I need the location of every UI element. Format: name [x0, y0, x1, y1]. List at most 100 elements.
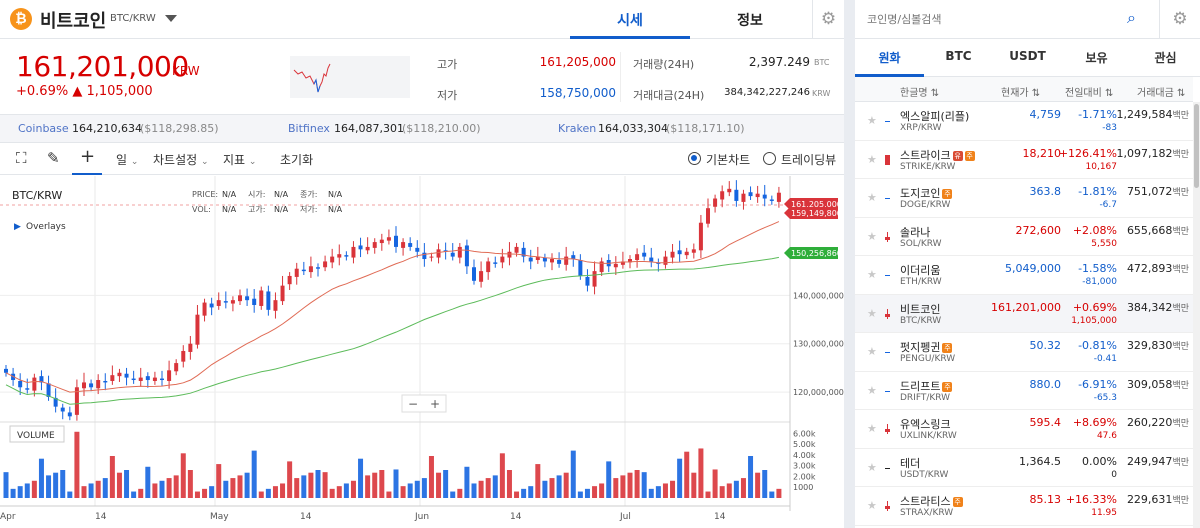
candle-body	[96, 380, 101, 389]
zoom-in-button[interactable]: +	[430, 397, 440, 411]
tab-holdings[interactable]: 보유	[1085, 51, 1108, 65]
market-column-headers: 한글명 ⇅ 현재가 ⇅ 전일대비 ⇅ 거래대금 ⇅	[855, 77, 1193, 102]
coin-search-input[interactable]	[855, 0, 1155, 38]
mini-candle-icon	[885, 386, 891, 396]
chart-settings-label: 차트설정	[153, 153, 198, 167]
market-row[interactable]: ★ 스트라티스 주 STRAX/KRW 85.13 +16.33% 11.95 2…	[855, 487, 1193, 526]
candle-body	[486, 261, 491, 273]
favorite-star-icon[interactable]: ★	[867, 114, 877, 127]
volume-tick-label: 1000	[793, 483, 813, 492]
favorite-star-icon[interactable]: ★	[867, 345, 877, 358]
tradingview-radio[interactable]	[763, 152, 776, 165]
price-chart[interactable]: 140,000,000 130,000,000 120,000,000 6.00k 5.…	[0, 176, 844, 528]
volume-bar	[10, 488, 16, 498]
market-row[interactable]: ★ 이더리움 ETH/KRW 5,049,000 -1.58% -81,000 …	[855, 256, 1193, 295]
fullscreen-icon[interactable]: ⛶	[16, 149, 27, 167]
overlays-toggle-icon[interactable]: ▶	[14, 222, 21, 232]
overlays-label[interactable]: Overlays	[26, 222, 66, 232]
zoom-out-button[interactable]: −	[408, 397, 418, 411]
market-row[interactable]: ★ 솔라나 SOL/KRW 272,600 +2.08% 5,550 655,6…	[855, 218, 1193, 256]
candle-body	[415, 247, 420, 252]
volume-bar	[464, 466, 470, 498]
price-tick-label: 120,000,000	[793, 388, 844, 397]
volume-bar	[648, 488, 654, 498]
x-tick-label: May	[210, 512, 229, 522]
tab-krw[interactable]: 원화	[878, 51, 901, 65]
coin-select-dropdown-icon[interactable]	[165, 15, 177, 22]
scrollbar-track[interactable]	[1193, 102, 1200, 528]
volume-bar	[421, 478, 427, 498]
column-volume-header[interactable]: 거래대금 ⇅	[1137, 88, 1186, 99]
scrollbar-thumb[interactable]	[1194, 104, 1199, 188]
volume-bar	[223, 480, 229, 498]
tab-info[interactable]: 정보	[737, 13, 763, 29]
pen-draw-icon[interactable]: ✎	[47, 149, 60, 167]
candle-body	[344, 255, 349, 257]
tab-usdt[interactable]: USDT	[1009, 49, 1046, 63]
favorite-star-icon[interactable]: ★	[867, 229, 877, 243]
price-tag-label: 161,205,000	[791, 200, 842, 209]
volume-bar	[187, 470, 193, 498]
candle-body	[110, 375, 115, 381]
candle-body	[4, 368, 8, 373]
coin-header: ₿ 비트코인 BTC/KRW 시세 정보 ⚙	[0, 0, 844, 39]
interval-select[interactable]: 일 ⌄	[116, 151, 138, 168]
chart-labels: BTC/KRW ▶ Overlays PRICE: N/A 시가: N/A 종가…	[9, 189, 447, 443]
tab-price[interactable]: 시세	[617, 13, 643, 29]
crosshair-icon[interactable]: +	[80, 146, 96, 167]
volume-bar	[712, 469, 718, 498]
candle-body	[152, 377, 157, 381]
search-icon[interactable]: ⌕	[1127, 8, 1136, 27]
market-row[interactable]: ★ 유엑스링크 UXLINK/KRW 595.4 +8.69% 47.6 260…	[855, 410, 1193, 449]
favorite-star-icon[interactable]: ★	[867, 383, 877, 397]
settings-gear-icon[interactable]: ⚙	[812, 0, 844, 39]
market-row[interactable]: ★ 펏지펭귄 주 PENGU/KRW 50.32 -0.81% -0.41 329…	[855, 333, 1193, 372]
legend-close-label: 종가:	[300, 190, 317, 199]
favorite-star-icon[interactable]: ★	[867, 191, 877, 204]
volume-bar	[769, 491, 775, 498]
candle-body	[60, 407, 65, 412]
moving-averages	[5, 221, 780, 405]
favorite-star-icon[interactable]: ★	[867, 306, 877, 320]
volume-value: 309,058	[1126, 377, 1173, 391]
market-row[interactable]: ★ 비트코인 BTC/KRW 161,201,000 +0.69% 1,105,…	[855, 294, 1193, 333]
candle-body	[181, 350, 186, 362]
market-row[interactable]: ★ 스트라이크 유 주 STRIKE/KRW 18,210 +126.41% 10,…	[855, 141, 1193, 179]
tab-btc[interactable]: BTC	[945, 49, 972, 63]
market-row[interactable]: ★ 테더 USDT/KRW 1,364.5 0.00% 0 249,947백만	[855, 449, 1193, 487]
basic-chart-radio[interactable]	[688, 152, 701, 165]
favorite-star-icon[interactable]: ★	[867, 499, 877, 512]
market-row[interactable]: ★ 엑스알피(리플) XRP/KRW 4,759 -1.71% -83 1,24…	[855, 102, 1193, 141]
favorite-star-icon[interactable]: ★	[867, 268, 877, 281]
favorite-star-icon[interactable]: ★	[867, 460, 877, 474]
candle-body	[67, 412, 72, 417]
legend-price-value: N/A	[222, 190, 237, 199]
exchange-name: Kraken	[558, 122, 597, 135]
favorite-star-icon[interactable]: ★	[867, 152, 877, 166]
candle-body	[53, 397, 58, 407]
mini-candle-icon	[885, 270, 891, 280]
column-name-header[interactable]: 한글명 ⇅	[900, 88, 940, 99]
volume-bar	[570, 450, 576, 498]
coin-symbol: USDT/KRW	[900, 469, 949, 480]
favorite-star-icon[interactable]: ★	[867, 422, 877, 435]
volume-tick-label: 3.00k	[793, 462, 816, 471]
volume-bar	[3, 472, 9, 498]
current-price-cell: 880.0	[1029, 377, 1062, 391]
volume-bar	[762, 470, 768, 498]
indicators-select[interactable]: 지표 ⌄	[223, 151, 256, 168]
volume-unit: 백만	[1172, 188, 1189, 198]
candle-body	[613, 263, 618, 268]
exchange-price: 164,087,301	[334, 122, 404, 135]
column-price-header[interactable]: 현재가 ⇅	[1001, 88, 1041, 99]
tab-favorites[interactable]: 관심	[1154, 51, 1177, 65]
market-settings-gear-icon[interactable]: ⚙	[1159, 0, 1200, 39]
column-change-header[interactable]: 전일대비 ⇅	[1065, 88, 1114, 99]
reset-button[interactable]: 초기화	[280, 153, 314, 167]
chart-settings-select[interactable]: 차트설정 ⌄	[153, 151, 209, 168]
volume-value: 655,668	[1126, 223, 1173, 237]
market-row[interactable]: ★ 드리프트 주 DRIFT/KRW 880.0 -6.91% -65.3 309…	[855, 372, 1193, 410]
chart-grid	[0, 176, 790, 506]
market-row[interactable]: ★ 도지코인 주 DOGE/KRW 363.8 -1.81% -6.7 751,0…	[855, 179, 1193, 218]
mini-candle-icon	[885, 308, 891, 319]
